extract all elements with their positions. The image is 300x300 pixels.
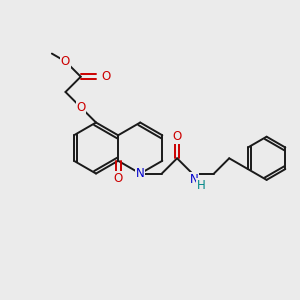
Text: O: O [172, 130, 182, 143]
Text: O: O [113, 172, 123, 185]
Text: O: O [61, 55, 70, 68]
Text: H: H [197, 179, 206, 192]
Text: N: N [136, 167, 145, 180]
Text: O: O [101, 70, 111, 83]
Text: N: N [190, 173, 199, 186]
Text: O: O [76, 101, 86, 114]
